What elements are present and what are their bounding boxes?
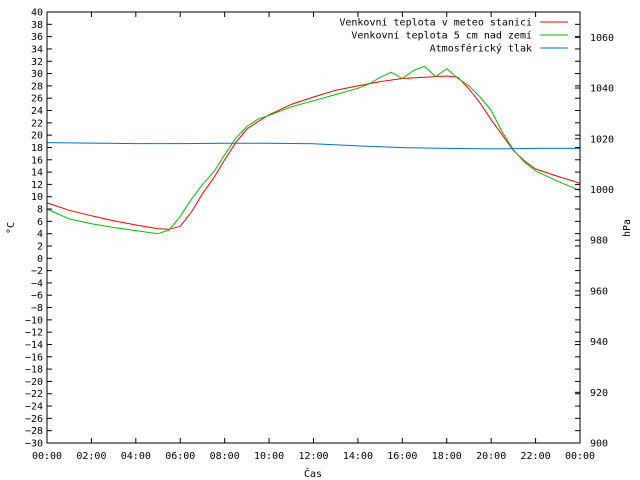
legend-label-2: Venkovní teplota 5 cm nad zemí bbox=[351, 30, 532, 42]
x-axis-label: Čas bbox=[304, 467, 322, 480]
y-right-tick-label: 900 bbox=[590, 439, 608, 450]
y-left-tick-label: 34 bbox=[31, 44, 43, 55]
x-tick-label: 22:00 bbox=[521, 451, 551, 462]
y-left-tick-label: −14 bbox=[25, 340, 43, 351]
y-left-tick-label: −8 bbox=[31, 303, 43, 314]
x-tick-label: 10:00 bbox=[254, 451, 284, 462]
y-left-tick-label: −12 bbox=[25, 328, 43, 339]
y-left-tick-label: −20 bbox=[25, 377, 43, 388]
x-tick-label: 06:00 bbox=[165, 451, 195, 462]
y-left-tick-label: −10 bbox=[25, 315, 43, 326]
ticks-layer: −30−28−26−24−22−20−18−16−14−12−10−8−6−4−… bbox=[25, 8, 614, 463]
x-tick-label: 08:00 bbox=[210, 451, 240, 462]
y-left-tick-label: 36 bbox=[31, 32, 43, 43]
y-left-tick-label: 22 bbox=[31, 118, 43, 129]
y-right-tick-label: 960 bbox=[590, 286, 608, 297]
series-line-2 bbox=[46, 65, 581, 235]
x-tick-label: 18:00 bbox=[432, 451, 462, 462]
y-left-tick-label: 6 bbox=[37, 217, 43, 228]
y-right-tick-label: 1000 bbox=[590, 185, 614, 196]
y-right-tick-label: 940 bbox=[590, 337, 608, 348]
legend: Venkovní teplota v meteo staniciVenkovní… bbox=[339, 17, 568, 55]
y-axis-left-label: °C bbox=[6, 222, 17, 234]
y-left-tick-label: 12 bbox=[31, 180, 43, 191]
y-left-tick-label: 4 bbox=[37, 229, 43, 240]
y-left-tick-label: −6 bbox=[31, 291, 43, 302]
y-left-tick-label: 20 bbox=[31, 131, 43, 142]
series-layer bbox=[46, 65, 581, 235]
x-tick-label: 02:00 bbox=[76, 451, 106, 462]
legend-label-3: Atmosférický tlak bbox=[430, 43, 532, 55]
y-right-tick-label: 1020 bbox=[590, 134, 614, 145]
y-left-tick-label: 26 bbox=[31, 94, 43, 105]
y-right-tick-label: 1060 bbox=[590, 33, 614, 44]
y-left-tick-label: 16 bbox=[31, 155, 43, 166]
y-left-tick-label: 10 bbox=[31, 192, 43, 203]
y-left-tick-label: −28 bbox=[25, 426, 43, 437]
x-tick-label: 20:00 bbox=[476, 451, 506, 462]
y-left-tick-label: 28 bbox=[31, 81, 43, 92]
y-left-tick-label: 30 bbox=[31, 69, 43, 80]
y-left-tick-label: 18 bbox=[31, 143, 43, 154]
x-tick-label: 16:00 bbox=[387, 451, 417, 462]
y-left-tick-label: 40 bbox=[31, 8, 43, 19]
y-left-tick-label: −16 bbox=[25, 352, 43, 363]
x-tick-label: 00:00 bbox=[565, 451, 595, 462]
y-left-tick-label: −18 bbox=[25, 365, 43, 376]
x-tick-label: 00:00 bbox=[32, 451, 62, 462]
y-left-tick-label: −4 bbox=[31, 278, 43, 289]
y-left-tick-label: 2 bbox=[37, 241, 43, 252]
series-line-1 bbox=[46, 75, 581, 230]
y-left-tick-label: −22 bbox=[25, 389, 43, 400]
y-left-tick-label: −26 bbox=[25, 414, 43, 425]
y-right-tick-label: 920 bbox=[590, 388, 608, 399]
y-right-tick-label: 1040 bbox=[590, 84, 614, 95]
y-left-tick-label: 32 bbox=[31, 57, 43, 68]
series-line-3 bbox=[46, 142, 580, 150]
y-right-tick-label: 980 bbox=[590, 236, 608, 247]
y-left-tick-label: 24 bbox=[31, 106, 43, 117]
x-tick-label: 12:00 bbox=[298, 451, 328, 462]
legend-label-1: Venkovní teplota v meteo stanici bbox=[339, 17, 532, 29]
y-left-tick-label: 38 bbox=[31, 20, 43, 31]
y-left-tick-label: −24 bbox=[25, 402, 43, 413]
y-axis-right-label: hPa bbox=[622, 219, 633, 237]
y-left-tick-label: 8 bbox=[37, 205, 43, 216]
y-left-tick-label: −2 bbox=[31, 266, 43, 277]
y-left-tick-label: 0 bbox=[37, 254, 43, 265]
x-tick-label: 14:00 bbox=[343, 451, 373, 462]
y-left-tick-label: −30 bbox=[25, 439, 43, 450]
y-left-tick-label: 14 bbox=[31, 168, 43, 179]
x-tick-label: 04:00 bbox=[121, 451, 151, 462]
